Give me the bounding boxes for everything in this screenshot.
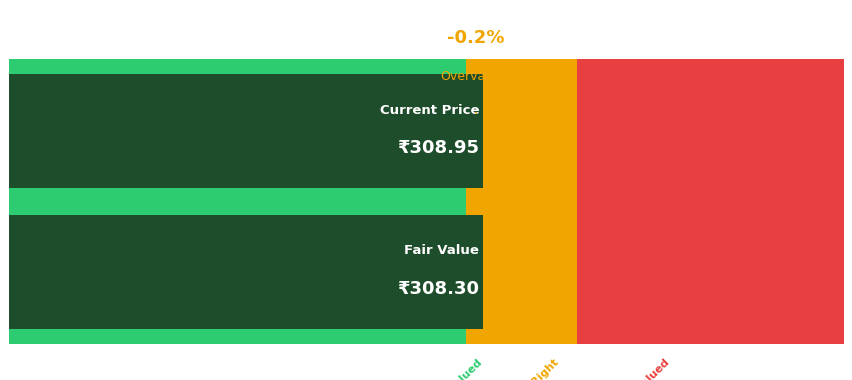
Bar xyxy=(576,74,843,188)
Bar xyxy=(465,59,576,74)
Text: About Right: About Right xyxy=(500,357,560,380)
Bar xyxy=(9,59,465,74)
Bar xyxy=(576,200,843,215)
Bar xyxy=(9,200,465,215)
Bar xyxy=(465,215,576,329)
Bar xyxy=(576,329,843,344)
Text: Overvalued: Overvalued xyxy=(440,70,511,82)
Text: 20% Overvalued: 20% Overvalued xyxy=(592,357,671,380)
Text: .: . xyxy=(473,103,478,117)
Text: Current Price: Current Price xyxy=(379,104,479,117)
Text: ₹308.30: ₹308.30 xyxy=(397,280,479,298)
Bar xyxy=(576,188,843,203)
Text: ₹308.95: ₹308.95 xyxy=(397,139,479,157)
Bar xyxy=(576,59,843,74)
Bar xyxy=(465,200,576,215)
Text: 20% Undervalued: 20% Undervalued xyxy=(399,357,483,380)
Bar xyxy=(9,74,483,188)
Bar xyxy=(9,188,465,203)
Bar xyxy=(465,74,576,188)
Bar xyxy=(465,188,576,203)
Bar xyxy=(9,74,465,188)
Bar xyxy=(9,329,465,344)
Bar xyxy=(9,215,465,329)
Bar xyxy=(465,329,576,344)
Bar xyxy=(9,215,483,329)
Bar xyxy=(576,215,843,329)
Text: Fair Value: Fair Value xyxy=(404,244,479,257)
Text: -0.2%: -0.2% xyxy=(446,29,504,47)
